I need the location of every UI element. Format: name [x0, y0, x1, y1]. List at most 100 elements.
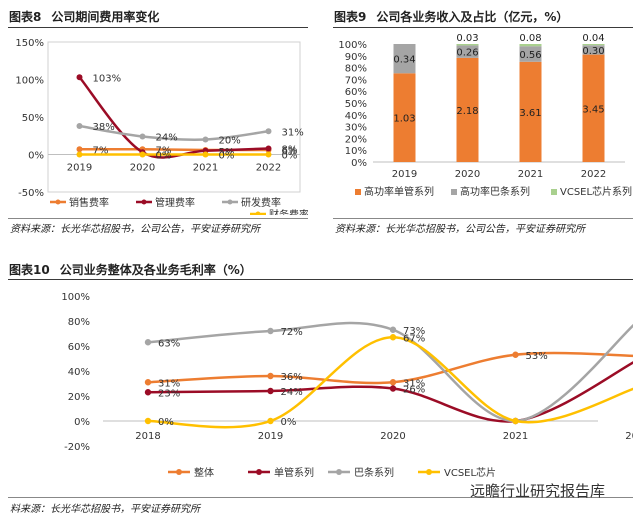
x-tick-label: 2020 [455, 169, 480, 180]
figure10-source-rule [8, 497, 633, 498]
data-point-2 [265, 128, 272, 135]
legend-marker-2 [336, 469, 342, 475]
data-label: 53% [526, 351, 548, 362]
data-label: 0.08 [519, 33, 541, 44]
data-label: 0.26 [456, 48, 478, 59]
x-tick-label: 2018 [135, 431, 160, 442]
legend-label: 高功率巴条系列 [460, 185, 530, 198]
data-label: 0% [281, 417, 297, 428]
data-point-3 [265, 151, 272, 158]
data-point-2 [389, 326, 397, 333]
data-point-3 [76, 151, 83, 158]
bar-segment-0 [393, 73, 416, 162]
y-tick-label: 30% [345, 123, 367, 134]
legend-swatch-2 [551, 189, 557, 195]
legend-label: 单管系列 [274, 466, 314, 479]
data-point-0 [512, 351, 519, 358]
x-tick-label: 2022 [581, 169, 606, 180]
legend-label: 管理费率 [155, 196, 195, 209]
figure9-source: 资料来源：长光华芯招股书，公司公告，平安证券研究所 [335, 224, 585, 235]
legend-label: VCSEL芯片 [444, 466, 496, 479]
data-label: 8% [282, 145, 298, 156]
data-label: 0% [282, 151, 298, 162]
data-label: 31% [403, 378, 425, 389]
data-label: 31% [158, 378, 180, 389]
data-label: 0.56 [519, 50, 541, 61]
y-tick-label: 100% [15, 76, 44, 87]
legend-label: 整体 [194, 466, 214, 479]
legend-marker-1 [256, 469, 262, 475]
data-label: 0.03 [456, 33, 478, 44]
y-tick-label: 100% [338, 40, 367, 51]
figure10-title-text: 公司业务整体及各业务毛利率（%） [59, 263, 252, 277]
legend-marker-0 [55, 199, 61, 205]
data-point-2 [144, 339, 152, 346]
legend-label: 巴条系列 [354, 466, 394, 479]
data-point-1 [144, 389, 152, 396]
data-point-3 [267, 417, 274, 425]
x-tick-label: 2020 [130, 163, 155, 174]
y-tick-label: 10% [345, 146, 367, 157]
bar-segment-0 [582, 54, 605, 162]
bar-segment-1 [456, 45, 479, 58]
series-line-1 [78, 76, 269, 159]
series-line-2 [147, 321, 633, 423]
legend-label: 研发费率 [241, 196, 281, 209]
data-label: 6% [282, 146, 298, 157]
x-tick-label: 2022 [256, 163, 281, 174]
legend-marker-3 [255, 211, 261, 215]
figure8-chart: 150% 100% 50% 0% -50% 2019 2020 2021 2022 7% 7% 6% 1… [15, 38, 308, 215]
data-label: 7% [93, 145, 109, 156]
series-line-0 [147, 351, 633, 385]
bar-segment-2 [519, 44, 542, 47]
y-tick-label: 40% [68, 367, 90, 378]
y-tick-label: 100% [61, 292, 90, 303]
y-tick-label: 80% [68, 317, 90, 328]
data-point-0 [389, 379, 397, 386]
data-point-2 [76, 123, 83, 129]
data-point-1 [267, 387, 274, 395]
legend-marker-3 [426, 469, 432, 475]
data-label: 7% [156, 145, 172, 156]
x-tick-label: 2019 [392, 169, 417, 180]
data-point-1 [389, 385, 397, 392]
figure9-title-text: 公司各业务收入及占比（亿元，%） [376, 10, 569, 24]
data-point-3 [139, 151, 146, 158]
y-tick-label: 80% [345, 64, 367, 75]
data-point-2 [139, 133, 146, 140]
figure8-number: 图表8 [9, 10, 42, 24]
bar-segment-0 [456, 57, 479, 163]
legend-marker-0 [176, 469, 182, 475]
x-tick-label: 2022 [625, 431, 633, 442]
data-label: 67% [403, 333, 425, 344]
data-label: 3.61 [519, 108, 541, 119]
figure8-title: 图表8 公司期间费用率变化 [9, 8, 159, 25]
figure8-title-text: 公司期间费用率变化 [51, 10, 160, 24]
data-point-0 [267, 372, 274, 380]
data-point-3 [389, 334, 397, 341]
legend-label: 财务费率 [269, 208, 308, 215]
figure9-chart: 100%90%80%70%60%50%40%30%20%10%0% 1.03 0.3… [338, 33, 632, 198]
bar-segment-1 [582, 45, 605, 55]
data-label: 103% [93, 73, 122, 84]
legend-swatch-0 [355, 189, 361, 195]
figure8-source-rule [8, 218, 308, 219]
y-tick-label: 50% [22, 113, 44, 124]
data-point-2 [267, 327, 274, 335]
data-label: 0% [219, 151, 235, 162]
series-line-2 [79, 124, 269, 141]
watermark-text: 远瞻行业研究报告库 [470, 482, 606, 500]
y-tick-label: 50% [345, 99, 367, 110]
data-point-3 [202, 151, 209, 158]
figure10-title: 图表10 公司业务整体及各业务毛利率（%） [9, 261, 252, 278]
x-tick-label: 2021 [193, 163, 218, 174]
bar-segment-2 [456, 44, 479, 46]
x-tick-label: 2019 [67, 163, 92, 174]
data-label: 0.30 [582, 46, 604, 57]
data-label: 24% [281, 387, 303, 398]
data-point-0 [144, 379, 152, 386]
data-label: 2.18 [456, 106, 478, 117]
data-label: 31% [282, 127, 304, 138]
y-tick-label: 60% [345, 87, 367, 98]
data-label: 26% [403, 385, 425, 396]
